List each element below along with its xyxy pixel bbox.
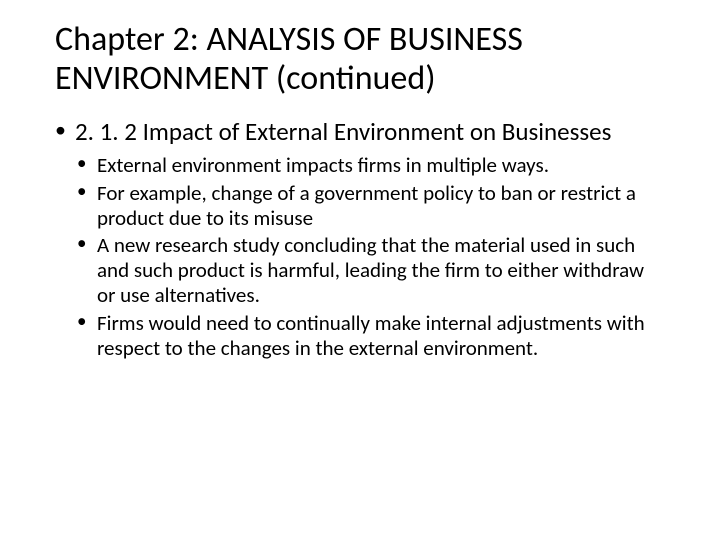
list-item: Firms would need to continually make int… [75, 311, 665, 361]
section-heading-item: 2. 1. 2 Impact of External Environment o… [55, 116, 665, 361]
bullet-list: External environment impacts firms in mu… [75, 153, 665, 361]
slide-title: Chapter 2: ANALYSIS OF BUSINESS ENVIRONM… [55, 20, 665, 98]
slide-container: Chapter 2: ANALYSIS OF BUSINESS ENVIRONM… [0, 0, 720, 540]
list-item: A new research study concluding that the… [75, 233, 665, 309]
list-item: For example, change of a government poli… [75, 181, 665, 231]
list-item: External environment impacts firms in mu… [75, 153, 665, 178]
section-heading: 2. 1. 2 Impact of External Environment o… [75, 116, 611, 147]
content-list: 2. 1. 2 Impact of External Environment o… [55, 116, 665, 361]
